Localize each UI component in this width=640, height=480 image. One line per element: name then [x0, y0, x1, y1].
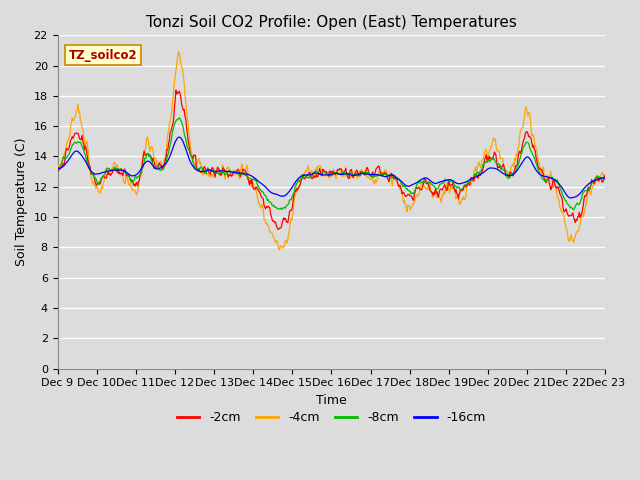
Legend: -2cm, -4cm, -8cm, -16cm: -2cm, -4cm, -8cm, -16cm	[172, 406, 491, 429]
X-axis label: Time: Time	[316, 394, 347, 407]
Text: TZ_soilco2: TZ_soilco2	[68, 48, 137, 61]
Y-axis label: Soil Temperature (C): Soil Temperature (C)	[15, 138, 28, 266]
Title: Tonzi Soil CO2 Profile: Open (East) Temperatures: Tonzi Soil CO2 Profile: Open (East) Temp…	[146, 15, 517, 30]
